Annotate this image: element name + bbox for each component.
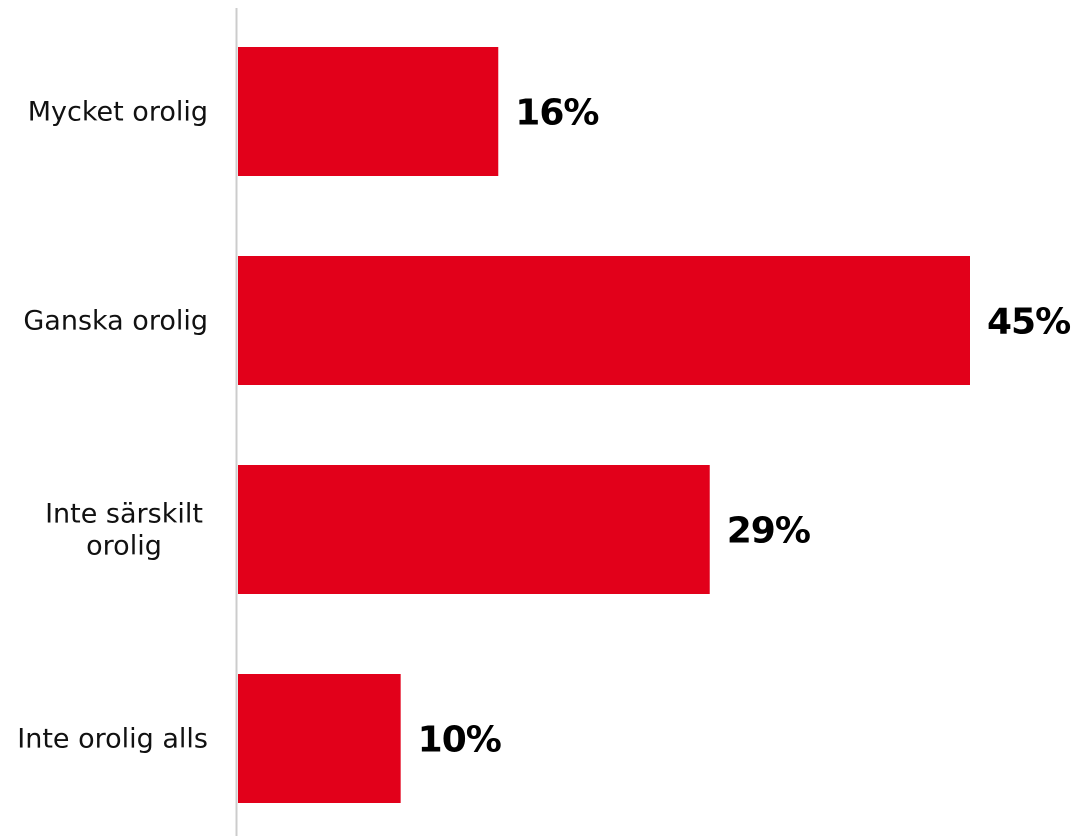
category-label-line: orolig	[86, 531, 162, 562]
category-label: Inte orolig alls	[17, 724, 208, 755]
bar	[238, 256, 970, 385]
bar	[238, 47, 499, 176]
value-label: 29%	[727, 511, 810, 552]
category-label: Inte särskilt orolig	[45, 499, 203, 562]
category-label: Mycket orolig	[28, 97, 208, 128]
category-label-line: Inte särskilt	[45, 499, 203, 530]
bar	[238, 465, 710, 594]
bar-group	[238, 47, 970, 803]
bar	[238, 674, 401, 803]
category-label-group: Mycket orolig Ganska orolig Inte särskilt o…	[17, 97, 208, 755]
value-label: 16%	[515, 93, 598, 134]
value-label-group: 16% 45% 29% 10%	[418, 93, 1072, 761]
category-label: Ganska orolig	[23, 306, 208, 337]
value-label: 45%	[987, 302, 1070, 343]
value-label: 10%	[418, 720, 501, 761]
